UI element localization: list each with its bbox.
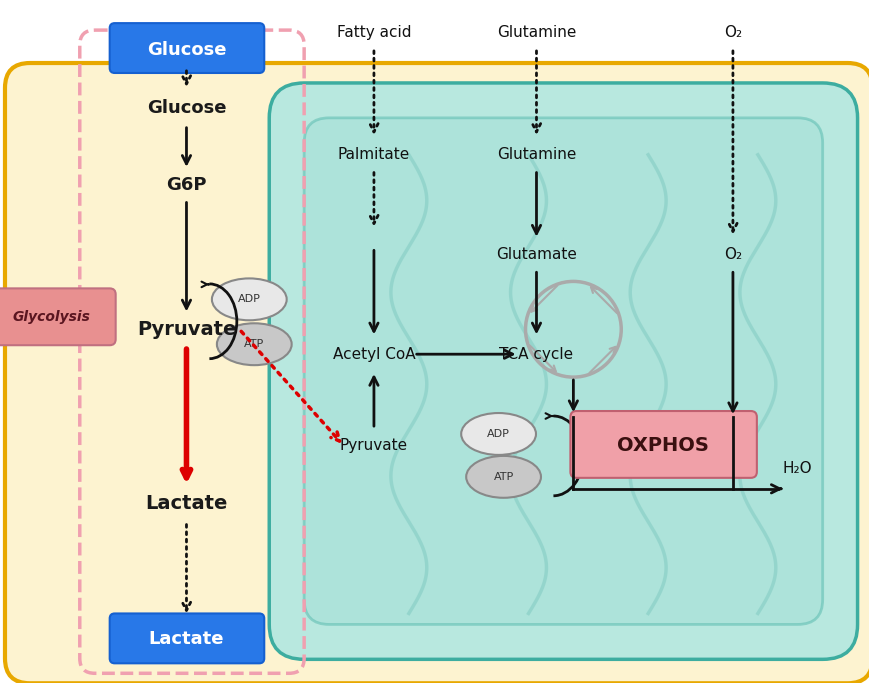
Text: Glucose: Glucose — [147, 41, 226, 59]
Ellipse shape — [212, 279, 287, 320]
Text: Fatty acid: Fatty acid — [336, 25, 411, 40]
Text: Glutamine: Glutamine — [497, 25, 576, 40]
Text: Lactate: Lactate — [145, 494, 228, 513]
Text: H₂O: H₂O — [783, 462, 813, 476]
FancyBboxPatch shape — [269, 83, 858, 659]
Text: Glutamate: Glutamate — [496, 247, 577, 262]
Text: O₂: O₂ — [724, 247, 742, 262]
Text: Glucose: Glucose — [147, 99, 226, 117]
Text: O₂: O₂ — [724, 25, 742, 40]
Text: Glutamine: Glutamine — [497, 148, 576, 163]
FancyBboxPatch shape — [109, 613, 264, 663]
FancyBboxPatch shape — [0, 288, 116, 345]
FancyBboxPatch shape — [304, 118, 823, 624]
Text: TCA cycle: TCA cycle — [500, 347, 574, 362]
Text: Pyruvate: Pyruvate — [136, 320, 236, 339]
Text: Lactate: Lactate — [149, 630, 224, 648]
FancyBboxPatch shape — [570, 411, 757, 478]
Text: G6P: G6P — [166, 176, 207, 194]
Text: Glycolysis: Glycolysis — [13, 310, 90, 324]
Text: ADP: ADP — [238, 294, 261, 305]
Ellipse shape — [217, 323, 292, 365]
FancyBboxPatch shape — [109, 23, 264, 73]
Ellipse shape — [466, 456, 541, 498]
Text: Acetyl CoA: Acetyl CoA — [333, 347, 415, 362]
Text: ADP: ADP — [488, 429, 510, 439]
Text: OXPHOS: OXPHOS — [617, 436, 709, 456]
Ellipse shape — [461, 413, 536, 455]
Text: Pyruvate: Pyruvate — [340, 438, 408, 454]
Text: ATP: ATP — [494, 472, 514, 482]
Text: Palmitate: Palmitate — [338, 148, 410, 163]
Text: ATP: ATP — [244, 339, 264, 349]
FancyBboxPatch shape — [5, 63, 869, 683]
